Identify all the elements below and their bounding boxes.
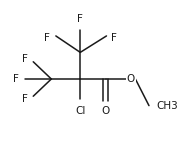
Text: CH3: CH3 (156, 101, 178, 111)
Text: F: F (77, 14, 83, 24)
Text: F: F (22, 54, 28, 64)
Text: F: F (22, 94, 28, 104)
Text: F: F (44, 33, 49, 43)
Text: F: F (13, 74, 19, 84)
Text: O: O (101, 106, 110, 116)
Text: F: F (111, 33, 117, 43)
Text: Cl: Cl (75, 106, 85, 116)
Text: O: O (127, 74, 135, 84)
